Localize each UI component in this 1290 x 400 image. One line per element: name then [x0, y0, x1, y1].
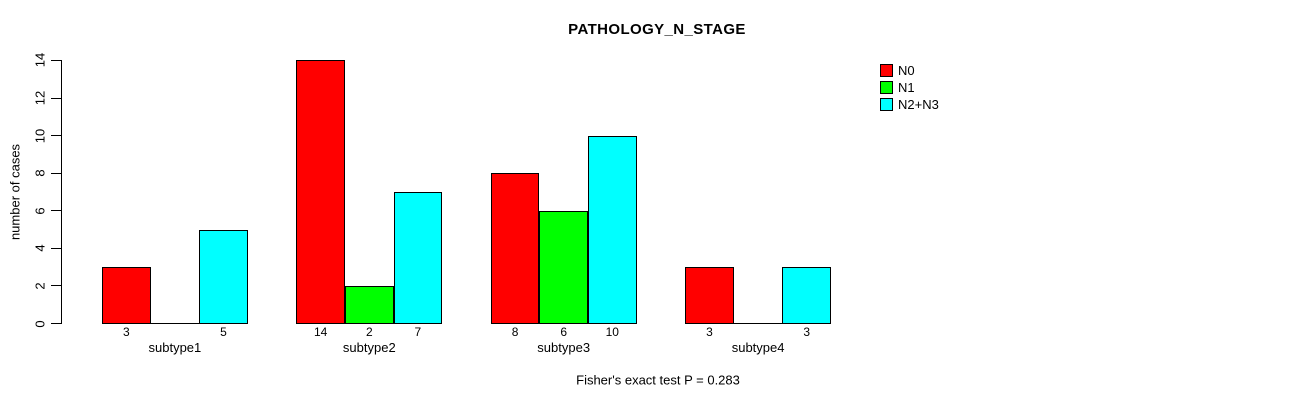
- y-axis-line: [61, 60, 62, 325]
- y-tick: [51, 323, 61, 324]
- bar: [296, 60, 345, 324]
- category-label: subtype1: [148, 340, 202, 355]
- category-label: subtype2: [342, 340, 396, 355]
- y-tick-label: 0: [32, 319, 48, 328]
- chart-title: PATHOLOGY_N_STAGE: [568, 21, 746, 38]
- bar: [345, 285, 394, 324]
- y-tick: [51, 135, 61, 137]
- y-tick-label: 14: [32, 53, 48, 68]
- bar-value-label: 8: [511, 325, 519, 339]
- bar: [782, 267, 831, 324]
- bar-value-label: 3: [706, 325, 713, 339]
- bar-value-label: 3: [803, 325, 811, 339]
- legend-item: N1: [880, 81, 939, 94]
- legend-swatch-icon: [880, 98, 893, 111]
- group-baseline: [685, 323, 831, 324]
- y-tick: [51, 172, 61, 174]
- y-tick: [51, 210, 61, 212]
- legend-item: N2+N3: [880, 98, 939, 111]
- legend-item: N0: [880, 64, 939, 77]
- category-label: subtype4: [731, 340, 785, 355]
- bar: [588, 135, 637, 324]
- y-tick-label: 10: [32, 128, 48, 143]
- bar-value-label: 3: [122, 325, 130, 339]
- bar: [539, 210, 588, 324]
- y-tick-label: 6: [32, 207, 48, 215]
- y-tick: [51, 285, 61, 287]
- bar-value-label: 5: [220, 325, 227, 339]
- y-tick-label: 8: [32, 169, 48, 177]
- y-tick-label: 4: [32, 244, 48, 252]
- fisher-test-annotation: Fisher's exact test P = 0.283: [576, 372, 740, 388]
- bar: [393, 191, 443, 324]
- bar-value-label: 10: [605, 325, 619, 339]
- bar: [685, 267, 734, 324]
- bar: [102, 267, 151, 324]
- bar: [490, 173, 540, 324]
- category-label: subtype3: [537, 340, 591, 355]
- group-baseline: [102, 323, 248, 324]
- legend-swatch-icon: [880, 64, 893, 77]
- legend-label: N1: [898, 80, 915, 95]
- bar: [199, 229, 248, 324]
- legend: N0 N1 N2+N3: [880, 64, 939, 115]
- y-tick-label: 12: [32, 90, 48, 106]
- bar-value-label: 7: [414, 325, 422, 339]
- y-tick: [51, 59, 61, 61]
- y-tick-label: 2: [32, 282, 48, 290]
- bar-value-label: 6: [560, 325, 568, 339]
- legend-label: N0: [898, 63, 915, 78]
- y-tick: [51, 247, 61, 249]
- bar-value-label: 2: [365, 325, 373, 339]
- y-tick: [51, 97, 61, 99]
- legend-swatch-icon: [880, 81, 893, 94]
- y-axis-label: number of cases: [7, 143, 23, 241]
- legend-label: N2+N3: [898, 97, 939, 112]
- bar-value-label: 14: [314, 325, 328, 339]
